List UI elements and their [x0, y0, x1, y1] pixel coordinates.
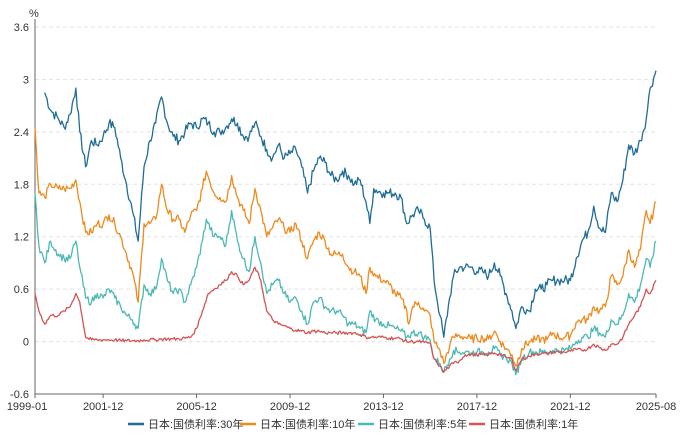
legend: 日本:国债利率:30年 日本:国债利率:10年 日本:国债利率:5年 日本:国债利率:… — [128, 417, 578, 431]
legend-label: 日本:国债利率:5年 — [378, 417, 467, 431]
series-line-3 — [34, 192, 657, 376]
y-tick-label: 1.2 — [14, 232, 29, 244]
y-tick-label: 1.8 — [14, 179, 29, 191]
y-tick-label: 0.6 — [14, 284, 29, 296]
plot-area — [34, 70, 657, 376]
x-tick-label: 1999-01 — [7, 401, 47, 413]
y-tick-label: 3.6 — [14, 22, 29, 34]
series-line-4 — [34, 266, 657, 373]
grid — [35, 26, 656, 343]
y-tick-label: 3 — [23, 74, 29, 86]
y-tick-label: -0.6 — [10, 389, 29, 401]
x-tick-label: 2017-12 — [457, 401, 497, 413]
x-tick-label: 2001-12 — [83, 401, 123, 413]
y-axis-unit-label: % — [29, 8, 39, 20]
legend-label: 日本:国债利率:10年 — [260, 417, 355, 431]
x-tick-label: 2025-08 — [636, 401, 676, 413]
x-tick-label: 2021-12 — [550, 401, 590, 413]
series-line-2 — [34, 127, 657, 367]
y-tick-label: 2.4 — [14, 127, 29, 139]
x-tick-label: 2013-12 — [363, 401, 403, 413]
legend-label: 日本:国债利率:30年 — [148, 417, 243, 431]
series-line-1 — [44, 70, 657, 338]
x-tick-label: 2009-12 — [270, 401, 310, 413]
y-tick-label: 0 — [23, 337, 29, 349]
x-tick-label: 2005-12 — [176, 401, 216, 413]
legend-label: 日本:国债利率:1年 — [489, 417, 578, 431]
